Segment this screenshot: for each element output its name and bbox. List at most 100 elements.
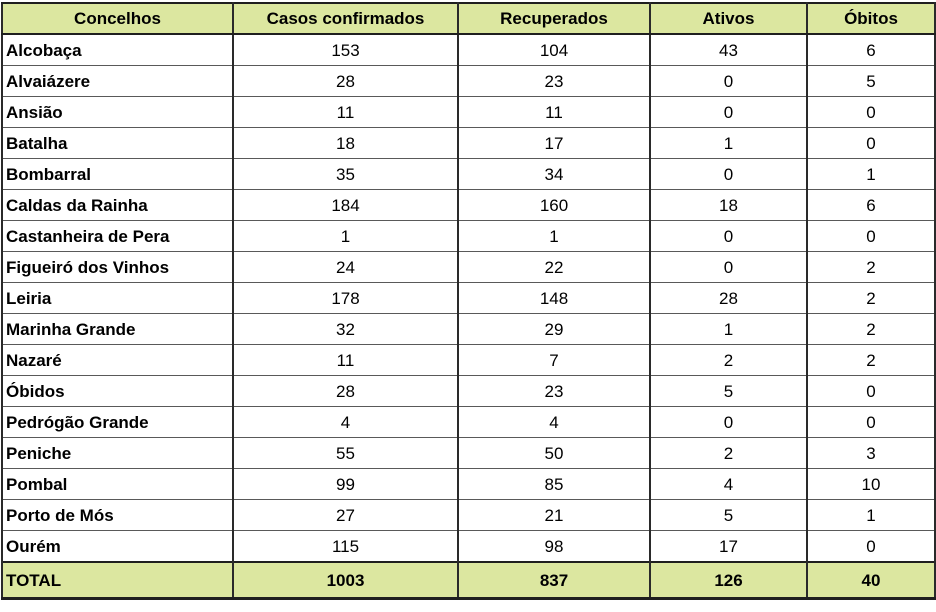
value-cell: 2 (806, 344, 936, 376)
concelho-name-cell: Porto de Mós (1, 499, 234, 531)
concelho-name-cell: Marinha Grande (1, 313, 234, 345)
value-cell: 2 (649, 344, 808, 376)
value-cell: 55 (232, 437, 459, 469)
value-cell: 1 (649, 313, 808, 345)
table-row: Castanheira de Pera 1 1 0 0 (1, 220, 936, 252)
covid-concelhos-table: Concelhos Casos confirmados Recuperados … (1, 2, 936, 600)
concelho-name-cell: Batalha (1, 127, 234, 159)
value-cell: 98 (457, 530, 651, 563)
total-label: TOTAL (1, 561, 234, 600)
value-cell: 5 (806, 65, 936, 97)
concelho-name-cell: Peniche (1, 437, 234, 469)
value-cell: 29 (457, 313, 651, 345)
value-cell: 4 (457, 406, 651, 438)
concelho-name-cell: Alcobaça (1, 33, 234, 66)
table-row: Figueiró dos Vinhos 24 22 0 2 (1, 251, 936, 283)
value-cell: 34 (457, 158, 651, 190)
value-cell: 11 (232, 344, 459, 376)
value-cell: 4 (649, 468, 808, 500)
value-cell: 0 (649, 96, 808, 128)
column-header-recuperados: Recuperados (457, 2, 651, 35)
value-cell: 21 (457, 499, 651, 531)
value-cell: 23 (457, 65, 651, 97)
value-cell: 17 (457, 127, 651, 159)
table-row: Peniche 55 50 2 3 (1, 437, 936, 469)
value-cell: 11 (457, 96, 651, 128)
table-row: Alvaiázere 28 23 0 5 (1, 65, 936, 97)
value-cell: 2 (806, 313, 936, 345)
value-cell: 0 (806, 406, 936, 438)
value-cell: 2 (649, 437, 808, 469)
table-row: Pombal 99 85 4 10 (1, 468, 936, 500)
value-cell: 0 (649, 406, 808, 438)
column-header-concelhos: Concelhos (1, 2, 234, 35)
value-cell: 1 (232, 220, 459, 252)
column-header-obitos: Óbitos (806, 2, 936, 35)
value-cell: 184 (232, 189, 459, 221)
value-cell: 28 (232, 65, 459, 97)
value-cell: 160 (457, 189, 651, 221)
value-cell: 104 (457, 33, 651, 66)
value-cell: 2 (806, 282, 936, 314)
concelho-name-cell: Castanheira de Pera (1, 220, 234, 252)
value-cell: 0 (806, 127, 936, 159)
total-recuperados: 837 (457, 561, 651, 600)
column-header-casos-confirmados: Casos confirmados (232, 2, 459, 35)
value-cell: 0 (649, 220, 808, 252)
value-cell: 5 (649, 499, 808, 531)
value-cell: 0 (649, 65, 808, 97)
total-casos-confirmados: 1003 (232, 561, 459, 600)
value-cell: 4 (232, 406, 459, 438)
concelho-name-cell: Leiria (1, 282, 234, 314)
value-cell: 43 (649, 33, 808, 66)
value-cell: 6 (806, 33, 936, 66)
value-cell: 99 (232, 468, 459, 500)
value-cell: 1 (457, 220, 651, 252)
value-cell: 28 (232, 375, 459, 407)
concelho-name-cell: Pombal (1, 468, 234, 500)
value-cell: 23 (457, 375, 651, 407)
value-cell: 1 (806, 499, 936, 531)
value-cell: 11 (232, 96, 459, 128)
total-row: TOTAL 1003 837 126 40 (1, 561, 936, 600)
value-cell: 115 (232, 530, 459, 563)
value-cell: 18 (232, 127, 459, 159)
total-obitos: 40 (806, 561, 936, 600)
table-row: Óbidos 28 23 5 0 (1, 375, 936, 407)
value-cell: 0 (806, 96, 936, 128)
value-cell: 32 (232, 313, 459, 345)
value-cell: 7 (457, 344, 651, 376)
value-cell: 27 (232, 499, 459, 531)
value-cell: 17 (649, 530, 808, 563)
value-cell: 3 (806, 437, 936, 469)
value-cell: 50 (457, 437, 651, 469)
concelho-name-cell: Ourém (1, 530, 234, 563)
value-cell: 5 (649, 375, 808, 407)
value-cell: 1 (649, 127, 808, 159)
table-row: Porto de Mós 27 21 5 1 (1, 499, 936, 531)
concelho-name-cell: Alvaiázere (1, 65, 234, 97)
value-cell: 24 (232, 251, 459, 283)
value-cell: 0 (806, 530, 936, 563)
table-row: Alcobaça 153 104 43 6 (1, 33, 936, 66)
value-cell: 2 (806, 251, 936, 283)
value-cell: 0 (806, 375, 936, 407)
table-row: Ansião 11 11 0 0 (1, 96, 936, 128)
value-cell: 0 (649, 158, 808, 190)
value-cell: 28 (649, 282, 808, 314)
value-cell: 1 (806, 158, 936, 190)
header-row: Concelhos Casos confirmados Recuperados … (1, 2, 936, 35)
concelho-name-cell: Nazaré (1, 344, 234, 376)
table-row: Ourém 115 98 17 0 (1, 530, 936, 563)
concelho-name-cell: Caldas da Rainha (1, 189, 234, 221)
value-cell: 18 (649, 189, 808, 221)
value-cell: 6 (806, 189, 936, 221)
concelho-name-cell: Óbidos (1, 375, 234, 407)
concelho-name-cell: Bombarral (1, 158, 234, 190)
value-cell: 178 (232, 282, 459, 314)
value-cell: 10 (806, 468, 936, 500)
value-cell: 85 (457, 468, 651, 500)
table-row: Nazaré 11 7 2 2 (1, 344, 936, 376)
value-cell: 0 (806, 220, 936, 252)
